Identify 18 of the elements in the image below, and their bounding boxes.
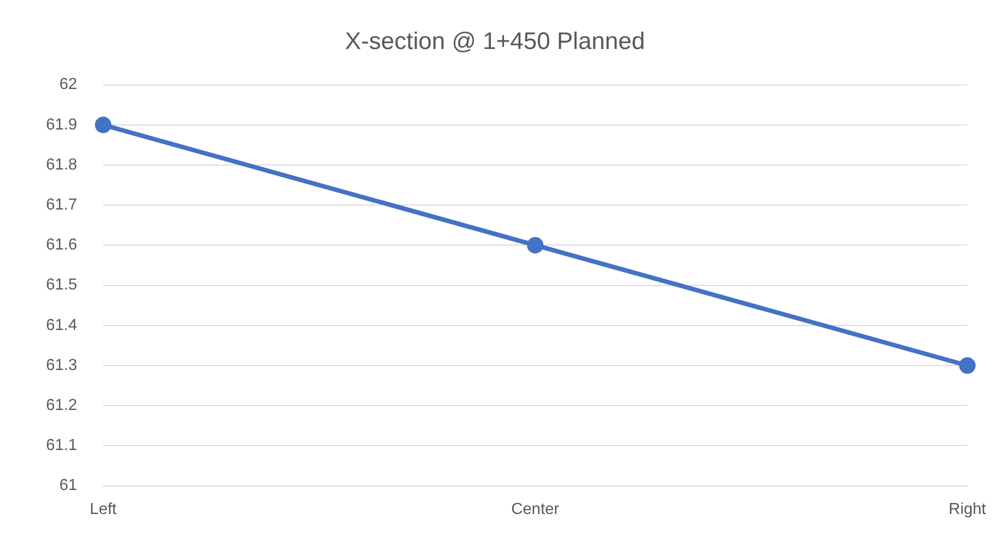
x-tick-label: Left (90, 500, 118, 518)
y-tick-label: 61 (59, 477, 78, 494)
point (959, 357, 976, 374)
y-tick-label: 61.2 (46, 397, 78, 414)
x-tick-label: Right (948, 500, 987, 518)
y-tick-label: 61.6 (46, 236, 78, 254)
y-tick-label: 62 (59, 76, 78, 94)
chart-title: X-section @ 1+450 Planned (345, 28, 645, 56)
y-tick-label: 61.7 (46, 196, 78, 214)
y-tick-label: 61.9 (46, 116, 78, 134)
point (526, 236, 544, 254)
point (94, 116, 112, 134)
y-tick-label: 61.8 (46, 156, 78, 174)
y-tick-label: 61.4 (46, 316, 78, 334)
y-tick-label: 61.3 (46, 356, 78, 374)
y-tick-label: 61.5 (46, 276, 78, 294)
y-tick-label: 61.1 (46, 437, 78, 454)
x-tick-label: Center (511, 500, 560, 518)
